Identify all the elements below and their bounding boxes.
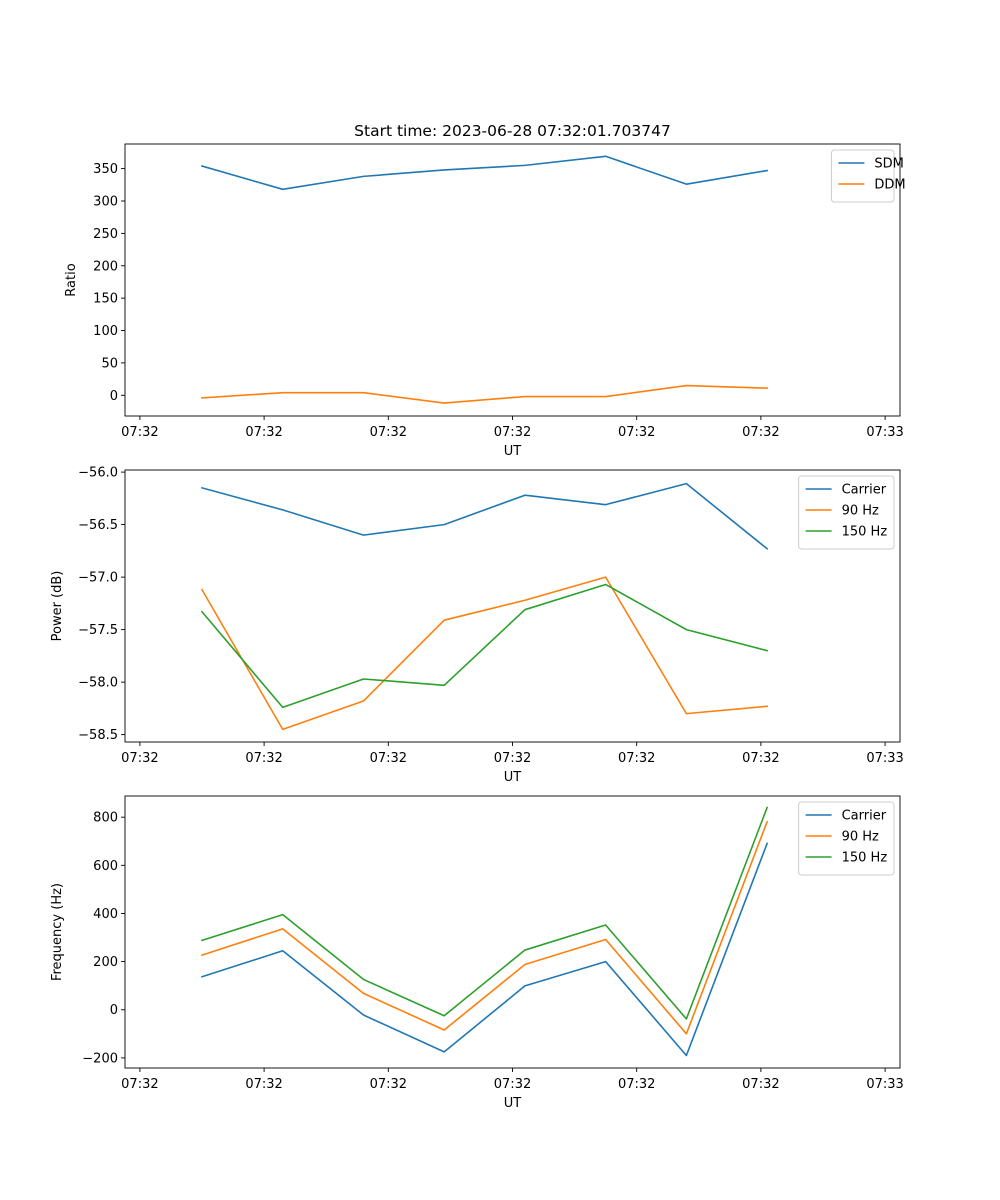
series-line-carrier xyxy=(200,842,769,1057)
y-tick-label: 600 xyxy=(93,859,118,874)
legend-entry: Carrier xyxy=(842,809,887,824)
x-tick-label: 07:32 xyxy=(370,751,407,766)
y-tick-label: −57.0 xyxy=(78,571,118,586)
y-tick-label: −200 xyxy=(82,1051,118,1066)
legend-entry: Carrier xyxy=(842,483,887,498)
x-tick-label: 07:32 xyxy=(121,425,158,440)
y-axis-label: Power (dB) xyxy=(50,571,65,642)
series-line-sdm xyxy=(201,155,769,191)
x-tick-label: 07:33 xyxy=(866,1077,903,1092)
y-tick-label: 250 xyxy=(93,227,118,242)
x-tick-label: 07:32 xyxy=(494,425,531,440)
chart-panel-1: 07:32 07:32 07:32 07:32 07:32 07:32 07:33 0 50 10… xyxy=(64,143,906,459)
legend-entry: 150 Hz xyxy=(842,525,888,540)
y-tick-label: 200 xyxy=(93,955,118,970)
x-tick-label: 07:33 xyxy=(866,425,903,440)
y-tick-label: 50 xyxy=(101,356,118,371)
x-tick-label: 07:32 xyxy=(245,1077,282,1092)
legend-entry: 150 Hz xyxy=(842,851,888,866)
x-tick-label: 07:32 xyxy=(742,1077,779,1092)
y-tick-label: 300 xyxy=(93,194,118,209)
legend-entry: DDM xyxy=(874,178,905,193)
y-tick-label: −57.5 xyxy=(78,623,118,638)
series-line-150-hz xyxy=(200,583,769,709)
x-tick-label: 07:32 xyxy=(245,425,282,440)
x-tick-label: 07:32 xyxy=(121,751,158,766)
x-tick-label: 07:32 xyxy=(494,1077,531,1092)
y-tick-label: 150 xyxy=(93,292,118,307)
x-axis-label: UT xyxy=(504,1096,522,1111)
axes-frame xyxy=(124,143,901,417)
x-tick-label: 07:32 xyxy=(742,751,779,766)
legend: SDM DDM xyxy=(830,149,906,203)
chart-panel-2: 07:32 07:32 07:32 07:32 07:32 07:32 07:33 −56.0… xyxy=(50,466,904,785)
y-tick-label: 800 xyxy=(93,811,118,826)
y-axis-label: Frequency (Hz) xyxy=(50,883,65,981)
x-tick-label: 07:32 xyxy=(618,425,655,440)
y-axis-label: Ratio xyxy=(64,263,79,296)
legend: Carrier 90 Hz 150 Hz xyxy=(798,475,895,550)
x-tick-label: 07:32 xyxy=(618,751,655,766)
chart-panel-3: 07:32 07:32 07:32 07:32 07:32 07:32 07:33 −200 0… xyxy=(50,795,904,1111)
x-tick-label: 07:32 xyxy=(742,425,779,440)
series-line-90-hz xyxy=(200,820,769,1035)
y-tick-label: 0 xyxy=(110,389,118,404)
y-tick-label: 100 xyxy=(93,324,118,339)
x-tick-label: 07:32 xyxy=(370,1077,407,1092)
series-line-carrier xyxy=(201,482,769,550)
legend: Carrier 90 Hz 150 Hz xyxy=(798,801,895,876)
axes-frame xyxy=(124,795,901,1069)
legend-entry: 90 Hz xyxy=(842,504,879,519)
y-tick-label: 200 xyxy=(93,259,118,274)
y-tick-label: 0 xyxy=(110,1003,118,1018)
series-line-90-hz xyxy=(200,576,768,731)
y-tick-label: −56.5 xyxy=(78,518,118,533)
x-axis-label: UT xyxy=(504,444,522,459)
x-tick-label: 07:32 xyxy=(370,425,407,440)
axes-frame xyxy=(124,469,901,743)
y-tick-label: 350 xyxy=(93,162,118,177)
x-tick-label: 07:32 xyxy=(494,751,531,766)
x-axis-label: UT xyxy=(504,770,522,785)
y-tick-label: −58.0 xyxy=(78,676,118,691)
x-tick-label: 07:33 xyxy=(866,751,903,766)
series-line-150-hz xyxy=(200,806,769,1020)
legend-entry: 90 Hz xyxy=(842,830,879,845)
y-tick-label: 400 xyxy=(93,907,118,922)
x-tick-label: 07:32 xyxy=(245,751,282,766)
chart-title: Start time: 2023-06-28 07:32:01.703747 xyxy=(354,122,671,140)
y-tick-label: −58.5 xyxy=(78,728,118,743)
x-tick-label: 07:32 xyxy=(121,1077,158,1092)
y-tick-label: −56.0 xyxy=(78,466,118,481)
legend-entry: SDM xyxy=(874,157,903,172)
series-line-ddm xyxy=(201,384,768,404)
x-tick-label: 07:32 xyxy=(618,1077,655,1092)
